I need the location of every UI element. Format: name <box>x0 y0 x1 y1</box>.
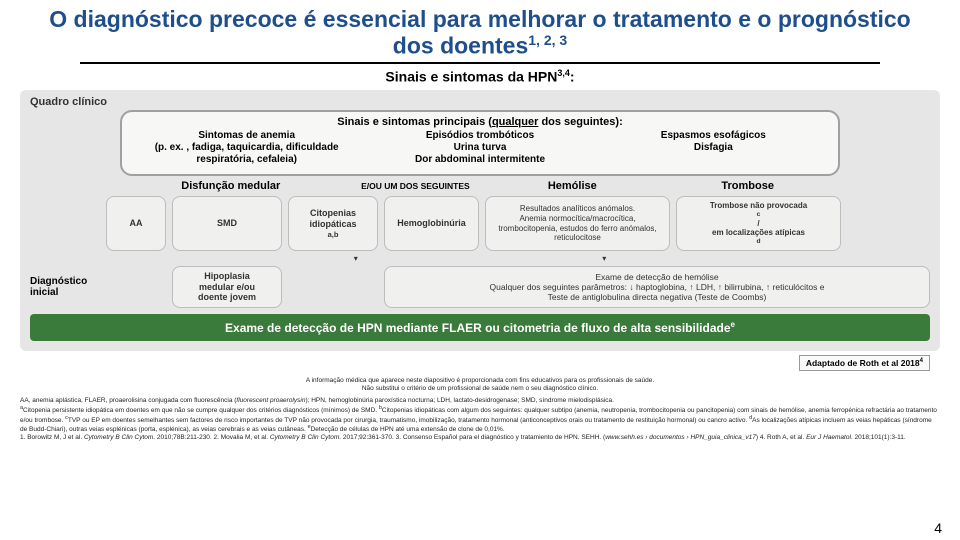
boxes-row-2: Diagnóstico inicial Hipoplasiamedular e/… <box>30 266 930 308</box>
box-smd: SMD <box>172 196 282 251</box>
box-thrombosis: Trombose não provocadac/em localizações … <box>676 196 841 251</box>
cat-thrombosis: Trombose <box>655 180 840 192</box>
category-row: Disfunção medular E/OU UM DOS SEGUINTES … <box>120 180 840 192</box>
footer-abbreviations: AA, anemia aplástica, FLAER, proaerolisi… <box>20 397 940 442</box>
spacer2 <box>288 266 378 308</box>
signs-col-2: Episódios trombóticosUrina turvaDor abdo… <box>363 130 596 166</box>
box-hemoglobinuria: Hemoglobinúria <box>384 196 479 251</box>
diag-spacer <box>30 196 100 251</box>
adapted-from: Adaptado de Roth et al 20184 <box>799 355 930 371</box>
slide-title: O diagnóstico precoce é essencial para m… <box>0 0 960 62</box>
box-hypoplasia: Hipoplasiamedular e/oudoente jovem <box>172 266 282 308</box>
cat-and-or: E/OU UM DOS SEGUINTES <box>342 181 490 191</box>
clinical-label: Quadro clínico <box>30 96 930 108</box>
diagnosis-label: Diagnóstico inicial <box>30 266 100 308</box>
footer-lead: A informação médica que aparece neste di… <box>20 377 940 393</box>
page-number: 4 <box>934 520 942 536</box>
signs-columns: Sintomas de anemia(p. ex. , fadiga, taqu… <box>130 130 830 166</box>
box-analytical-results: Resultados analíticos anómalos.Anemia no… <box>485 196 670 251</box>
box-cytopenias: Citopenias idiopáticasa,b <box>288 196 378 251</box>
boxes-row-1: AA SMD Citopenias idiopáticasa,b Hemoglo… <box>30 196 930 251</box>
box-hemolysis-exam: Exame de detecção de hemóliseQualquer do… <box>384 266 930 308</box>
signs-col-1: Sintomas de anemia(p. ex. , fadiga, taqu… <box>130 130 363 166</box>
box-aa: AA <box>106 196 166 251</box>
spacer <box>106 266 166 308</box>
cat-hemolysis: Hemólise <box>489 180 655 192</box>
arrow-down-icon: ▾ ▾ <box>30 257 930 262</box>
subtitle: Sinais e sintomas da HPN3,4: <box>0 68 960 85</box>
green-detection-bar: Exame de detecção de HPN mediante FLAER … <box>30 314 930 341</box>
cat-dysfunction: Disfunção medular <box>120 180 342 192</box>
title-divider <box>80 62 880 64</box>
signs-box: Sinais e sintomas principais (qualquer d… <box>120 110 840 176</box>
signs-header: Sinais e sintomas principais (qualquer d… <box>130 116 830 128</box>
signs-col-3: Espasmos esofágicosDisfagia <box>597 130 830 166</box>
clinical-panel: Quadro clínico Sinais e sintomas princip… <box>20 90 940 351</box>
footer: A informação médica que aparece neste di… <box>0 371 960 442</box>
